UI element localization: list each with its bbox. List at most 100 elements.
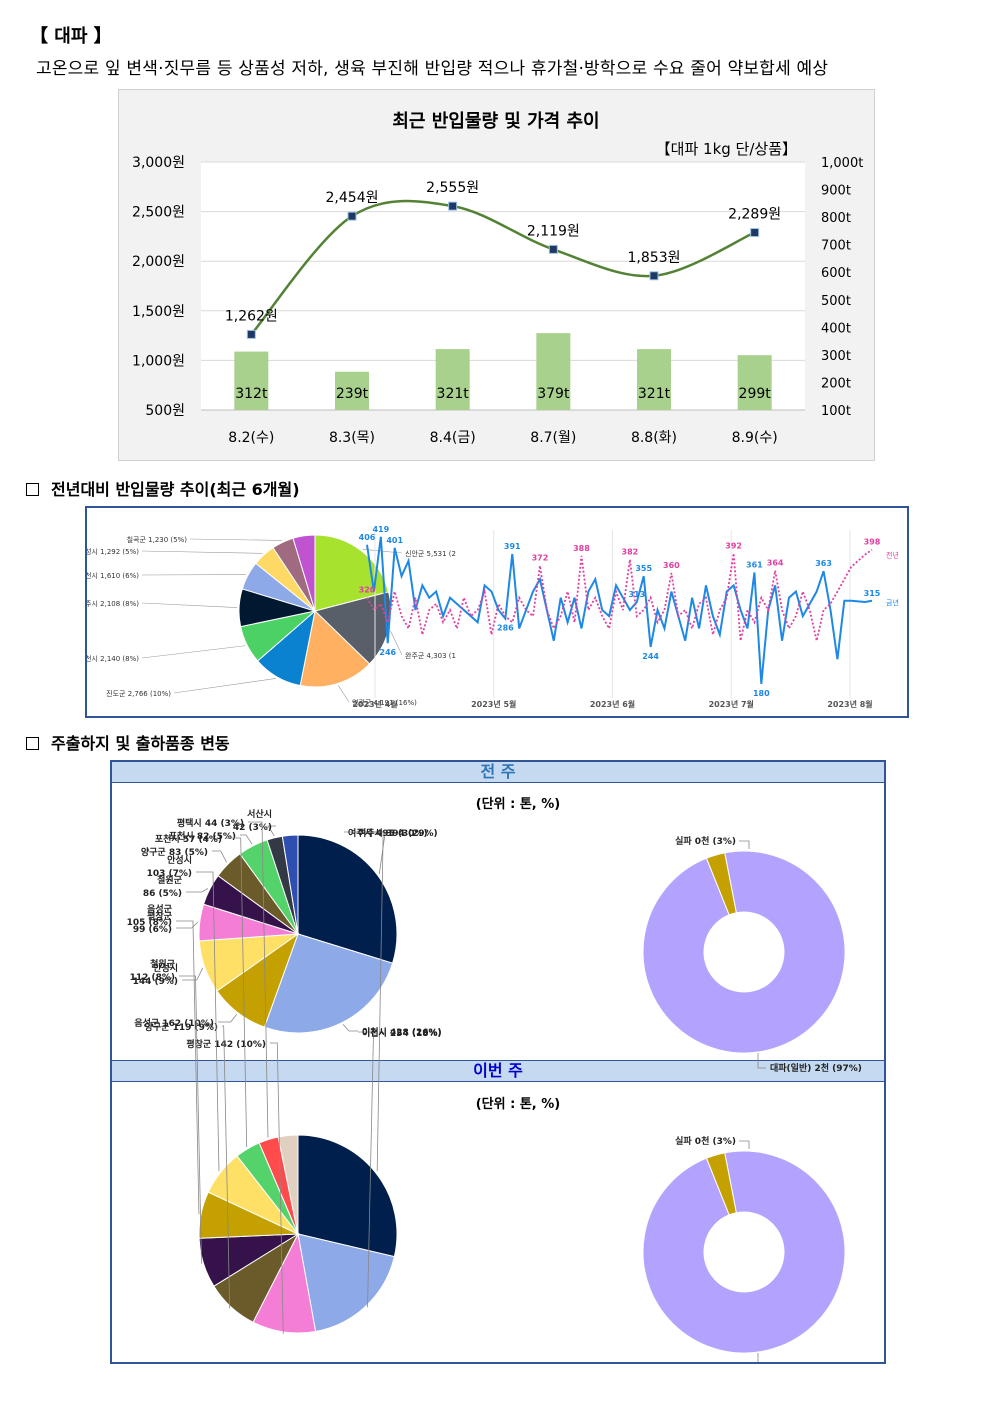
lastweek-pie-slice bbox=[297, 834, 398, 964]
volume-bar-label: 239t bbox=[336, 386, 369, 402]
lastweek-pie-label: 서산시 bbox=[247, 808, 272, 820]
last-year-value-label: 372 bbox=[532, 554, 549, 563]
thisweek-donut-slice bbox=[642, 1150, 846, 1354]
thisweek-pie-label: 이천시 254 (18%) bbox=[362, 1027, 442, 1039]
right-tick-label: 700t bbox=[821, 239, 851, 254]
lastweek-unit-label: (단위 : 톤, %) bbox=[476, 796, 561, 812]
lastweek-pie-leader bbox=[342, 1024, 358, 1032]
last-year-value-label: 382 bbox=[622, 548, 639, 557]
this-year-line bbox=[366, 536, 873, 684]
this-year-value-label: 180 bbox=[753, 689, 770, 698]
this-year-value-label: 286 bbox=[497, 624, 514, 633]
origin-panel: 전 주 이번 주 (단위 : 톤, %) 여주시 495 (30%) 이천시 428… bbox=[110, 760, 886, 1364]
right-tick-label: 900t bbox=[821, 184, 851, 199]
x-tick-label: 8.3(목) bbox=[329, 430, 375, 446]
square-bullet-icon bbox=[26, 483, 39, 496]
thisweek-pie-leader bbox=[196, 871, 220, 1172]
yoy-pie-leader bbox=[390, 630, 403, 656]
yoy-pie-leader bbox=[173, 678, 276, 694]
yoy-pie-label: 신안군 5,531 (2 bbox=[405, 549, 456, 558]
lastweek-pie-label: 안성시 bbox=[153, 962, 178, 974]
yoy-pie-label: 완주군 4,303 (1 bbox=[405, 652, 456, 660]
lastweek-pie-slice bbox=[263, 933, 394, 1034]
thisweek-pie-leader bbox=[354, 831, 384, 1172]
banner-last-week: 전 주 bbox=[112, 762, 884, 783]
thisweek-pie-label: 평택시 44 (3%) bbox=[177, 817, 244, 829]
yoy-pie-leader bbox=[141, 645, 246, 659]
left-tick-label: 2,500원 bbox=[132, 205, 185, 221]
lastweek-pie-leader bbox=[176, 921, 198, 929]
lastweek-pie-label: 144 (9%) bbox=[133, 977, 178, 987]
lastweek-donut-leader bbox=[757, 1053, 766, 1069]
plot-area bbox=[201, 162, 805, 410]
price-point bbox=[649, 271, 659, 281]
thisweek-pie-slice bbox=[297, 1233, 395, 1333]
this-year-value-label: 361 bbox=[746, 560, 763, 569]
thisweek-pie-leader bbox=[176, 920, 200, 1215]
volume-bar bbox=[637, 349, 671, 410]
thisweek-donut-label: 실파 0천 (3%) bbox=[675, 1135, 736, 1147]
lastweek-pie-label: 음성군 162 (10%) bbox=[134, 1017, 214, 1029]
lastweek-donut-label: 대파(일반) 2천 (97%) bbox=[770, 1062, 862, 1074]
lastweek-pie-leader bbox=[218, 1014, 238, 1023]
yoy-panel: 신안군 5,531 (2 완주군 4,303 (1 영광군 4,191 (16%) 진… bbox=[79, 506, 909, 718]
x-tick-label: 8.2(수) bbox=[228, 430, 274, 446]
this-year-value-label: 406 bbox=[359, 533, 376, 542]
price-label: 2,119원 bbox=[527, 223, 580, 239]
price-label: 1,262원 bbox=[225, 308, 278, 324]
volume-bar-label: 379t bbox=[537, 386, 570, 402]
lastweek-pie-label: 이천시 428 (26%) bbox=[362, 1026, 442, 1038]
yoy-pie-leader bbox=[141, 550, 263, 554]
volume-bar bbox=[737, 355, 772, 410]
lastweek-donut-slice bbox=[642, 850, 846, 1054]
thisweek-pie-label: 철원군 bbox=[150, 958, 176, 970]
thisweek-pie-label: 112 (8%) bbox=[130, 973, 175, 983]
lastweek-pie-label: 철원군 bbox=[157, 874, 183, 886]
left-tick-label: 2,000원 bbox=[132, 254, 185, 270]
yoy-pie-leader bbox=[141, 602, 238, 608]
lastweek-pie-leader bbox=[186, 888, 209, 893]
left-tick-label: 3,000원 bbox=[132, 155, 185, 171]
thisweek-pie-slice bbox=[277, 1134, 299, 1235]
x-tick-label: 8.9(수) bbox=[732, 430, 778, 446]
thisweek-pie-label: 안성시 bbox=[167, 854, 192, 866]
volume-bar bbox=[335, 371, 369, 410]
last-year-line bbox=[366, 548, 873, 641]
volume-bar-label: 321t bbox=[638, 386, 671, 402]
yoy-charts: 신안군 5,531 (2 완주군 4,303 (1 영광군 4,191 (16%) 진… bbox=[79, 525, 899, 709]
yoy-pie-label: 이천시 1,610 (6%) bbox=[87, 571, 139, 580]
this-year-value-label: 244 bbox=[642, 652, 659, 661]
price-point bbox=[548, 244, 558, 254]
section-origin-heading: 주출하지 및 출하품종 변동 bbox=[26, 730, 230, 754]
right-tick-label: 1,000t bbox=[821, 156, 863, 171]
thisweek-pie-leader bbox=[226, 837, 248, 1148]
last-year-value-label: 360 bbox=[663, 561, 680, 570]
price-label: 2,289원 bbox=[728, 207, 781, 223]
section-yoy-heading: 전년대비 반입물량 추이(최근 6개월) bbox=[26, 476, 300, 500]
thisweek-pie-label: 105 (8%) bbox=[127, 918, 172, 928]
lastweek-donut-label: 실파 0천 (3%) bbox=[675, 835, 736, 847]
this-year-value-label: 355 bbox=[635, 564, 652, 573]
yoy-pie-slice bbox=[314, 534, 390, 612]
thisweek-pie-label: 양구군 119 (9%) bbox=[145, 1021, 218, 1033]
right-tick-label: 200t bbox=[821, 376, 851, 391]
this-year-value-label: 315 bbox=[864, 589, 881, 598]
lastweek-pie-label: 86 (5%) bbox=[143, 889, 182, 899]
thisweek-pie-leader bbox=[358, 1031, 374, 1308]
price-point bbox=[347, 211, 357, 221]
page-title: 【 대파 】 bbox=[30, 26, 112, 47]
last-year-value-label: 392 bbox=[725, 541, 742, 550]
price-point bbox=[750, 228, 760, 238]
price-volume-chart: 500원 1,000원 1,500원 2,000원 2,500원 3,000원 100t 20… bbox=[132, 110, 863, 446]
volume-bar-label: 321t bbox=[437, 386, 470, 402]
x-tick-label: 2023년 6월 bbox=[590, 699, 635, 709]
right-tick-label: 300t bbox=[821, 349, 851, 364]
thisweek-pie-slice bbox=[297, 1134, 398, 1258]
this-year-value-label: 313 bbox=[628, 590, 645, 599]
yoy-pie-leader bbox=[337, 685, 350, 703]
volume-bar-label: 299t bbox=[739, 386, 772, 402]
left-tick-label: 1,000원 bbox=[132, 353, 185, 369]
left-tick-label: 500원 bbox=[145, 403, 185, 419]
yoy-pie-slice bbox=[292, 534, 316, 612]
x-tick-label: 2023년 5월 bbox=[471, 699, 516, 709]
